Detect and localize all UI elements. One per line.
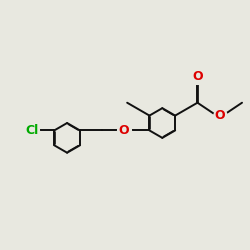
- Text: O: O: [214, 109, 225, 122]
- Text: Cl: Cl: [26, 124, 39, 137]
- Text: O: O: [118, 124, 129, 137]
- Text: O: O: [192, 70, 203, 84]
